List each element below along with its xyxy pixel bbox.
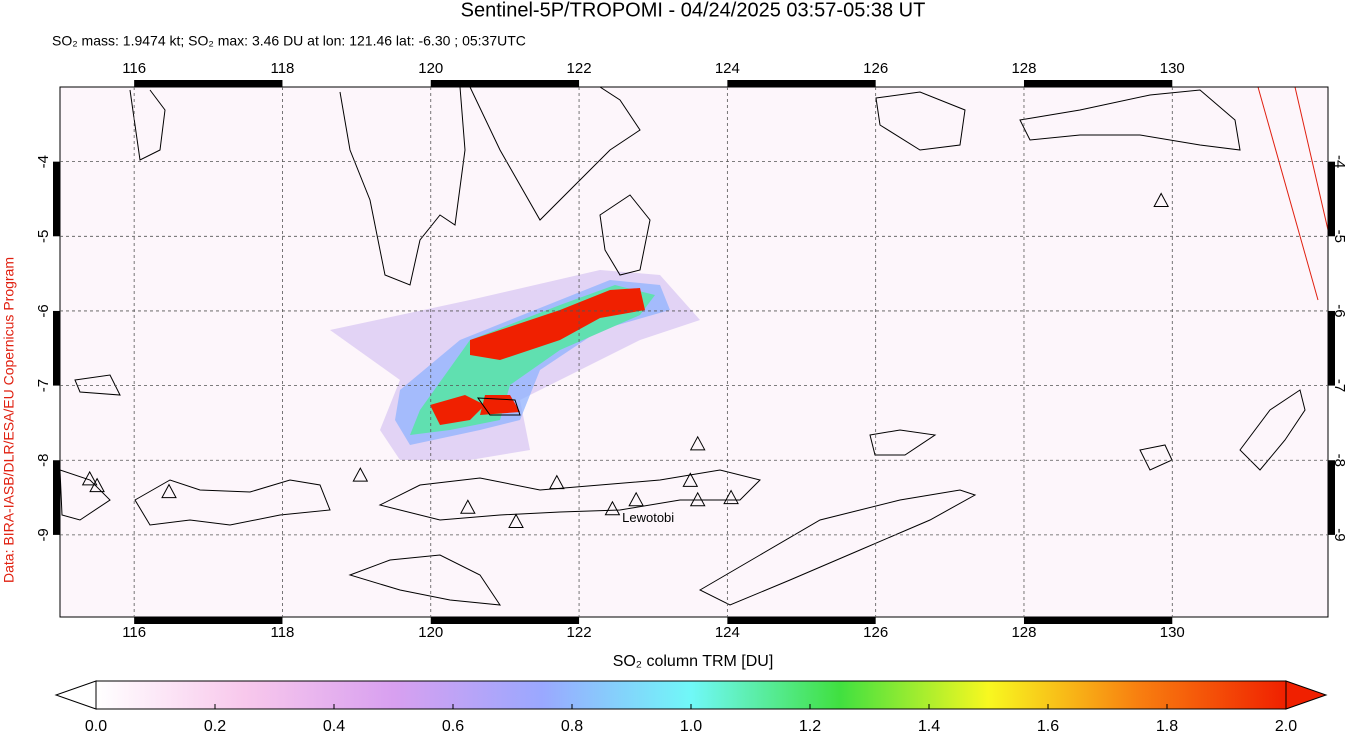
axis-bar [727, 617, 876, 624]
volcano [604, 500, 621, 516]
x-tick-label-top: 120 [418, 60, 443, 77]
axis-bar [134, 80, 283, 87]
axis-bar [1328, 161, 1335, 237]
colorbar-tick-label: 1.0 [680, 718, 702, 735]
volcano [689, 435, 706, 451]
y-tick-label-left: -5 [35, 230, 52, 243]
volcano [1153, 192, 1169, 207]
volcano [682, 472, 699, 487]
axis-bar [53, 310, 60, 386]
volcano [161, 483, 177, 499]
y-tick-label-left: -4 [35, 155, 52, 168]
colorbar-over [1285, 680, 1328, 710]
axis-bar [1328, 460, 1335, 535]
colorbar-tick-label: 0.8 [561, 718, 583, 735]
axis-bar [430, 80, 580, 87]
axis-bar [53, 460, 60, 535]
x-tick-label-bottom: 116 [122, 624, 146, 641]
credit: Data: BIRA-IASB/DLR/ESA/EU Copernicus Pr… [1, 257, 17, 583]
y-tick-label-left: -9 [35, 528, 52, 541]
volcano [89, 477, 105, 493]
x-tick-label-bottom: 126 [863, 624, 888, 641]
x-tick-label-top: 126 [863, 60, 888, 77]
x-tick-label-top: 124 [715, 60, 740, 77]
x-tick-label-top: 122 [567, 60, 592, 77]
axis-bar [1023, 617, 1173, 624]
colorbar-tick-label: 1.6 [1037, 718, 1059, 735]
axis-bar [53, 161, 60, 237]
axis-bar [430, 617, 580, 624]
plume [330, 270, 700, 460]
colorbar-tick-label: 0.4 [323, 718, 345, 735]
axis-bar [134, 617, 283, 624]
volcano [508, 513, 524, 528]
y-tick-label-right: -9 [1331, 528, 1346, 541]
y-tick-label-left: -6 [35, 304, 52, 317]
x-tick-label-top: 116 [122, 60, 146, 77]
y-tick-label-left: -7 [35, 379, 52, 392]
colorbar-tick-label: 1.8 [1156, 718, 1178, 735]
x-tick-label-bottom: 118 [270, 624, 294, 641]
colorbar-tick-label: 1.2 [799, 718, 821, 735]
x-tick-label-bottom: 124 [715, 624, 740, 641]
x-tick-label-bottom: 128 [1011, 624, 1036, 641]
volcano [723, 489, 739, 505]
subtitle: SO₂ mass: 1.9474 kt; SO₂ max: 3.46 DU at… [52, 33, 526, 49]
volcano [628, 491, 644, 507]
colorbar-tick-label: 0.0 [85, 718, 107, 735]
colorbar-label: SO₂ column TRM [DU] [613, 653, 774, 670]
x-tick-label-top: 118 [270, 60, 294, 77]
colorbar-tick-label: 2.0 [1275, 718, 1297, 735]
volcano [548, 474, 565, 490]
volcano [352, 467, 369, 482]
volcano [689, 491, 706, 507]
volcano-label: Lewotobi [622, 510, 674, 525]
colorbar-tick-label: 0.2 [204, 718, 226, 735]
colorbar-tick-label: 1.4 [918, 718, 940, 735]
volcano [81, 470, 98, 486]
y-tick-label-right: -5 [1331, 230, 1346, 243]
title: Sentinel-5P/TROPOMI - 04/24/2025 03:57-0… [461, 0, 926, 21]
y-tick-label-right: -7 [1331, 379, 1346, 392]
x-tick-label-bottom: 130 [1160, 624, 1185, 641]
x-tick-label-bottom: 122 [567, 624, 592, 641]
coastlines [60, 87, 1328, 606]
axis-bar [1023, 80, 1173, 87]
x-tick-label-top: 128 [1011, 60, 1036, 77]
map-area [60, 87, 1328, 617]
colorbar-tick-label: 0.6 [442, 718, 464, 735]
y-tick-label-left: -8 [35, 454, 52, 467]
axis-bar [1328, 310, 1335, 386]
colorbar-under [54, 680, 97, 710]
volcano [459, 499, 476, 514]
axis-bar [727, 80, 876, 87]
x-tick-label-bottom: 120 [418, 624, 443, 641]
x-tick-label-top: 130 [1160, 60, 1185, 77]
